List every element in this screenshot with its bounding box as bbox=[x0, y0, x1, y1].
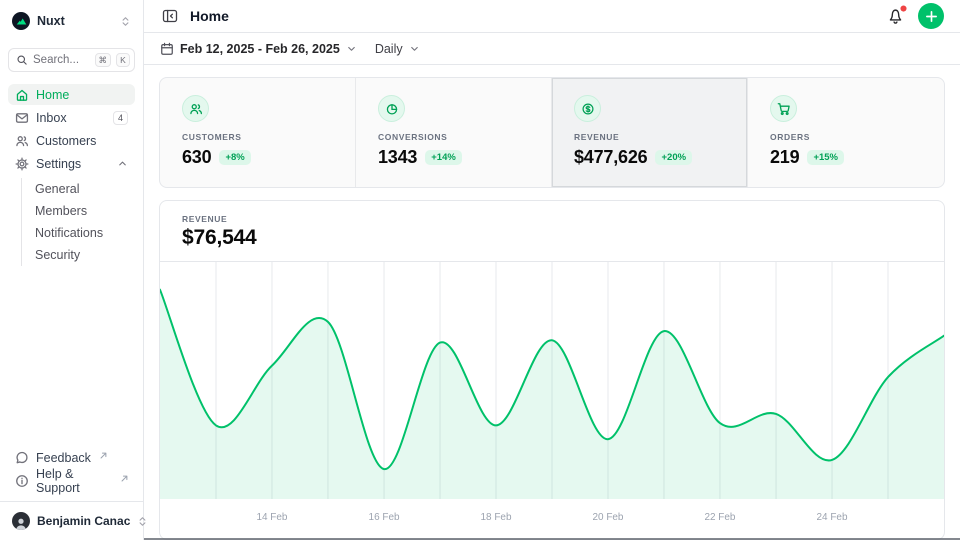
sidebar-item-members[interactable]: Members bbox=[31, 200, 135, 222]
sidebar-item-label: Feedback bbox=[36, 451, 91, 465]
stat-value: 219 bbox=[770, 147, 799, 168]
nuxt-logo-icon bbox=[12, 12, 30, 30]
sidebar-item-feedback[interactable]: Feedback bbox=[8, 447, 135, 468]
date-range-value: Feb 12, 2025 - Feb 26, 2025 bbox=[180, 42, 340, 56]
stat-delta-badge: +15% bbox=[807, 150, 844, 165]
search-input[interactable]: Search... ⌘ K bbox=[8, 48, 135, 72]
sidebar-item-help-support[interactable]: Help & Support bbox=[8, 470, 135, 491]
sidebar-item-label: Settings bbox=[36, 157, 81, 171]
search-placeholder: Search... bbox=[33, 54, 90, 66]
chart-current-value: $76,544 bbox=[182, 226, 922, 250]
sidebar-item-customers[interactable]: Customers bbox=[8, 130, 135, 151]
sidebar-footer: Feedback Help & Support Benjami bbox=[8, 447, 135, 532]
stat-label: REVENUE bbox=[574, 132, 725, 142]
kbd-meta: ⌘ bbox=[95, 53, 112, 67]
submenu-label: Security bbox=[35, 248, 80, 262]
workspace-selector[interactable]: Nuxt bbox=[8, 10, 135, 32]
stat-card-orders[interactable]: ORDERS 219 +15% bbox=[748, 78, 944, 187]
revenue-area-chart[interactable]: 14 Feb 16 Feb 18 Feb 20 Feb 22 Feb 24 Feb bbox=[160, 262, 944, 530]
page-title: Home bbox=[190, 8, 229, 24]
submenu-label: General bbox=[35, 182, 79, 196]
chart-pie-icon bbox=[378, 95, 405, 122]
dashboard-app: Nuxt Search... ⌘ K Home bbox=[0, 0, 960, 540]
chevron-down-icon bbox=[346, 43, 357, 54]
x-axis-tick: 18 Feb bbox=[481, 512, 512, 523]
stat-card-customers[interactable]: CUSTOMERS 630 +8% bbox=[160, 78, 356, 187]
external-link-icon bbox=[121, 471, 128, 485]
x-axis-tick: 24 Feb bbox=[817, 512, 848, 523]
circle-dollar-icon bbox=[574, 95, 601, 122]
inbox-icon bbox=[15, 111, 29, 125]
divider bbox=[0, 501, 143, 502]
sidebar-item-label: Inbox bbox=[36, 111, 67, 125]
external-link-icon bbox=[100, 448, 107, 462]
x-axis-tick: 22 Feb bbox=[704, 512, 735, 523]
date-range-picker[interactable]: Feb 12, 2025 - Feb 26, 2025 bbox=[160, 42, 357, 56]
shopping-cart-icon bbox=[770, 95, 797, 122]
stat-card-conversions[interactable]: CONVERSIONS 1343 +14% bbox=[356, 78, 552, 187]
period-select[interactable]: Daily bbox=[375, 42, 420, 56]
gear-icon bbox=[15, 157, 29, 171]
sidebar-item-security[interactable]: Security bbox=[31, 244, 135, 266]
inbox-count-badge: 4 bbox=[113, 111, 128, 125]
sidebar-item-inbox[interactable]: Inbox 4 bbox=[8, 107, 135, 128]
stat-delta-badge: +8% bbox=[219, 150, 250, 165]
stats-row: CUSTOMERS 630 +8% CONVERSIONS 1343 +14% bbox=[159, 77, 945, 188]
stat-label: ORDERS bbox=[770, 132, 922, 142]
collapse-sidebar-button[interactable] bbox=[160, 6, 180, 26]
stat-label: CUSTOMERS bbox=[182, 132, 333, 142]
filters-toolbar: Feb 12, 2025 - Feb 26, 2025 Daily bbox=[144, 33, 960, 65]
notification-dot bbox=[900, 5, 907, 12]
chart-title: REVENUE bbox=[182, 214, 922, 224]
settings-submenu: General Members Notifications Security bbox=[21, 178, 135, 266]
avatar bbox=[12, 512, 30, 530]
app-header: Home bbox=[144, 0, 960, 33]
user-name: Benjamin Canac bbox=[37, 514, 130, 528]
chat-bubble-icon bbox=[15, 451, 29, 465]
x-axis-tick: 14 Feb bbox=[256, 512, 287, 523]
stat-value: $477,626 bbox=[574, 147, 647, 168]
x-axis-tick: 20 Feb bbox=[592, 512, 623, 523]
stat-value: 1343 bbox=[378, 147, 417, 168]
sidebar-item-label: Home bbox=[36, 88, 69, 102]
stat-label: CONVERSIONS bbox=[378, 132, 529, 142]
add-button[interactable] bbox=[918, 3, 944, 29]
stat-delta-badge: +14% bbox=[425, 150, 462, 165]
header-actions bbox=[885, 3, 944, 29]
sidebar-item-notifications[interactable]: Notifications bbox=[31, 222, 135, 244]
stat-value: 630 bbox=[182, 147, 211, 168]
notifications-button[interactable] bbox=[885, 6, 906, 27]
sidebar: Nuxt Search... ⌘ K Home bbox=[0, 0, 144, 540]
submenu-label: Members bbox=[35, 204, 87, 218]
info-circle-icon bbox=[15, 474, 29, 488]
plus-icon bbox=[925, 10, 938, 23]
dashboard-content: CUSTOMERS 630 +8% CONVERSIONS 1343 +14% bbox=[144, 65, 960, 540]
chevron-down-icon bbox=[409, 43, 420, 54]
sidebar-item-settings[interactable]: Settings bbox=[8, 153, 135, 174]
users-icon bbox=[182, 95, 209, 122]
submenu-label: Notifications bbox=[35, 226, 103, 240]
users-icon bbox=[15, 134, 29, 148]
chevron-up-down-icon bbox=[120, 16, 131, 27]
chevron-up-icon bbox=[117, 158, 128, 169]
sidebar-item-home[interactable]: Home bbox=[8, 84, 135, 105]
sidebar-item-label: Customers bbox=[36, 134, 96, 148]
main-area: Home Feb 12, 2025 - Feb 26, 2025 Daily bbox=[144, 0, 960, 540]
sidebar-item-label: Help & Support bbox=[36, 467, 112, 495]
sidebar-item-general[interactable]: General bbox=[31, 178, 135, 200]
period-value: Daily bbox=[375, 42, 403, 56]
workspace-name: Nuxt bbox=[37, 14, 65, 28]
stat-delta-badge: +20% bbox=[655, 150, 692, 165]
user-menu[interactable]: Benjamin Canac bbox=[8, 510, 135, 532]
home-icon bbox=[15, 88, 29, 102]
calendar-icon bbox=[160, 42, 174, 56]
chart-header: REVENUE $76,544 bbox=[160, 201, 944, 262]
revenue-chart-panel: REVENUE $76,544 14 Feb 16 Feb 18 Feb 20 Feb… bbox=[159, 200, 945, 540]
x-axis-tick: 16 Feb bbox=[369, 512, 400, 523]
kbd-k: K bbox=[116, 53, 130, 67]
search-icon bbox=[16, 54, 28, 66]
sidebar-nav: Home Inbox 4 Customers Settings bbox=[8, 84, 135, 268]
stat-card-revenue[interactable]: REVENUE $477,626 +20% bbox=[552, 78, 748, 187]
